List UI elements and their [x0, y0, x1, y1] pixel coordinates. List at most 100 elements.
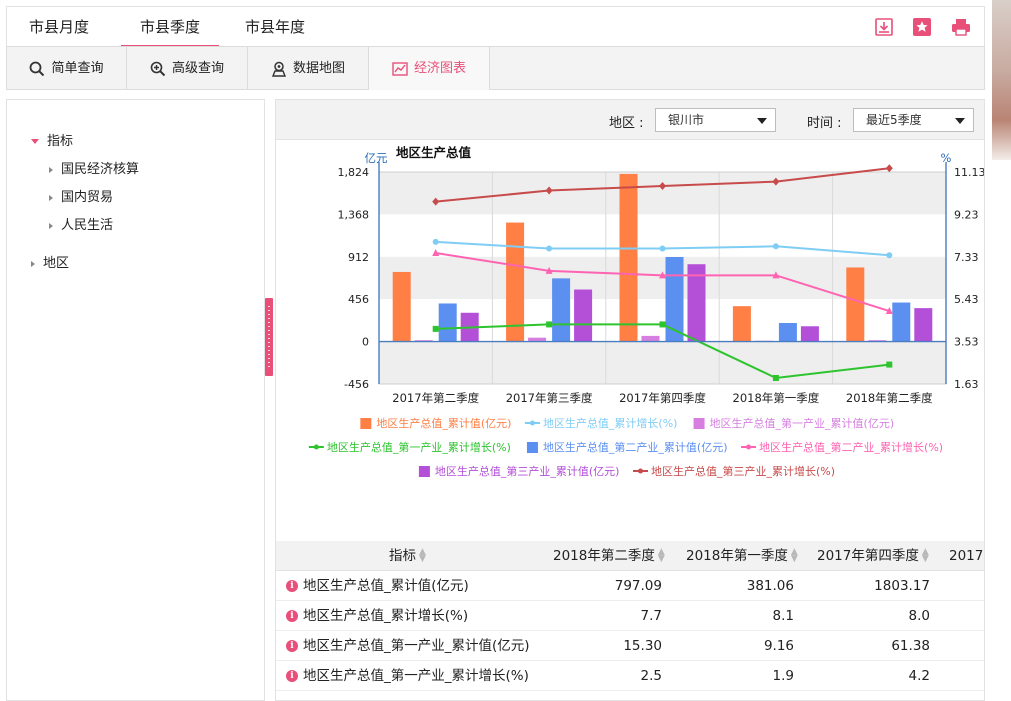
plot-band — [379, 172, 946, 215]
column-header-2017q4[interactable]: 2017年第四季度 ▲ ▼ — [817, 547, 929, 565]
bar-3-5 — [892, 302, 911, 342]
row-label[interactable]: i 地区生产总值_累计增长(%) — [286, 601, 468, 631]
legend-item-7: 地区生产总值_第三产业_累计值(亿元) — [418, 464, 620, 478]
region-filter-label: 地区 : — [609, 116, 644, 131]
tree-node-domestic-trade[interactable]: 国内贸易 — [49, 186, 113, 205]
legend-item-5: 地区生产总值_第二产业_累计值(亿元) — [526, 440, 728, 454]
region-select-value: 银川市 — [668, 113, 705, 127]
bar-1-2 — [506, 222, 525, 342]
legend-item-6: 地区生产总值_第二产业_累计增长(%) — [741, 440, 943, 454]
sort-icon: ▲ ▼ — [657, 547, 665, 564]
time-select[interactable]: 最近5季度 — [853, 108, 974, 132]
table-cell: 1803.17 — [874, 578, 930, 594]
bar-4-2 — [574, 289, 593, 342]
right-tick-label: 9.23 — [954, 208, 979, 221]
bar-3-3 — [665, 256, 684, 342]
bar-4-5 — [914, 308, 933, 342]
region-select[interactable]: 银川市 — [655, 108, 776, 132]
point-1-5 — [886, 252, 893, 259]
point-3-2 — [545, 266, 553, 274]
tree-node-label: 国内贸易 — [61, 190, 114, 205]
tab-city-yearly[interactable]: 市县年度 — [244, 18, 305, 36]
bar-3-2 — [552, 278, 571, 342]
favorite-star-icon[interactable] — [913, 18, 931, 36]
print-icon[interactable] — [951, 18, 971, 36]
tree-node-people-life[interactable]: 人民生活 — [49, 214, 113, 233]
panel-splitter-handle[interactable] — [265, 298, 273, 376]
collapse-arrow-icon — [31, 139, 39, 144]
left-tick-label: 912 — [348, 251, 369, 264]
legend-item-1: 地区生产总值_累计值(亿元) — [360, 416, 511, 430]
simple-query-label: 简单查询 — [51, 61, 104, 76]
table-header-row: 指标 ▲ ▼ 2018年第二季度 ▲ ▼ 2018年第一季度 ▲ ▼ 2017年第四季度 ▲ ▼… — [276, 541, 984, 571]
row-label[interactable]: i 地区生产总值_第一产业_累计增长(%) — [286, 661, 529, 691]
point-1-3 — [659, 245, 666, 252]
right-tick-label: 7.33 — [954, 251, 979, 264]
top-tab-bar: 市县月度 市县季度 市县年度 — [6, 6, 985, 47]
point-4-5 — [885, 164, 893, 173]
legend-label: 地区生产总值_第二产业_累计值(亿元) — [543, 440, 728, 454]
table-cell: 9.16 — [763, 638, 794, 654]
expand-arrow-icon — [49, 194, 53, 201]
table-cell: 381.06 — [746, 578, 794, 594]
tree-node-region[interactable]: 地区 — [31, 252, 69, 271]
expand-arrow-icon — [49, 166, 53, 173]
filter-bar: 地区 : 银川市 时间 : 最近5季度 — [276, 100, 984, 140]
right-tick-label: 1.63 — [954, 378, 979, 391]
column-header-indicator[interactable]: 指标 ▲ ▼ — [389, 547, 426, 565]
legend-item-3: 地区生产总值_第一产业_累计值(亿元) — [693, 416, 894, 430]
tab-city-monthly[interactable]: 市县月度 — [28, 18, 89, 36]
tree-node-national-accounts[interactable]: 国民经济核算 — [49, 158, 139, 177]
point-4-4 — [772, 177, 780, 186]
legend-swatch — [418, 466, 430, 477]
bar-2-5 — [868, 340, 887, 342]
bar-1-3 — [619, 173, 638, 342]
query-toolbar: 简单查询 高级查询 数据地图 经济图表 — [6, 46, 985, 90]
info-icon[interactable]: i — [286, 610, 298, 622]
info-icon[interactable]: i — [286, 670, 298, 682]
chart-title: 地区生产总值 — [396, 145, 472, 160]
info-icon[interactable]: i — [286, 640, 298, 652]
economic-chart-label: 经济图表 — [413, 61, 466, 76]
bar-1-4 — [732, 306, 751, 342]
tab-city-quarterly[interactable]: 市县季度 — [121, 7, 219, 47]
legend-item-2: 地区生产总值_累计增长(%) — [524, 416, 678, 430]
simple-query-button[interactable]: 简单查询 — [7, 47, 127, 90]
download-icon[interactable] — [875, 18, 893, 36]
legend-label: 地区生产总值_累计值(亿元) — [376, 416, 511, 430]
legend-label: 地区生产总值_第三产业_累计值(亿元) — [435, 464, 620, 478]
legend-label: 地区生产总值_第二产业_累计增长(%) — [759, 440, 943, 454]
tree-node-label: 地区 — [43, 256, 70, 271]
row-label[interactable]: i 地区生产总值_累计值(亿元) — [286, 571, 469, 601]
column-header-2018q2[interactable]: 2018年第二季度 ▲ ▼ — [553, 547, 665, 565]
table-row: i 地区生产总值_第一产业_累计增长(%) 2.5 1.9 4.2 — [276, 661, 984, 691]
legend-label: 地区生产总值_累计增长(%) — [543, 416, 678, 430]
category-label: 2017年第三季度 — [506, 391, 593, 405]
point-4-1 — [432, 197, 440, 206]
tree-node-indicators[interactable]: 指标 — [31, 130, 73, 149]
column-header-2017q3[interactable]: 2017年 — [949, 548, 984, 564]
left-tick-label: 1,368 — [338, 208, 370, 221]
search-icon — [30, 61, 45, 76]
point-3-1 — [432, 249, 440, 257]
left-tick-label: -456 — [344, 378, 369, 391]
zoom-in-icon — [150, 61, 166, 76]
table-cell: 7.7 — [640, 608, 662, 624]
tree-node-label: 人民生活 — [61, 218, 114, 233]
economic-chart-button[interactable]: 经济图表 — [369, 47, 490, 90]
point-4-2 — [545, 186, 553, 195]
plot-band — [379, 341, 946, 384]
legend-swatch — [360, 418, 372, 429]
row-label[interactable]: i 地区生产总值_第一产业_累计值(亿元) — [286, 631, 530, 661]
time-filter-label: 时间 : — [807, 116, 842, 131]
chart-panel: 地区 : 银川市 时间 : 最近5季度 1,824 1,368 912 456 0 -45… — [275, 99, 985, 701]
legend-marker — [313, 444, 319, 450]
data-map-button[interactable]: 数据地图 — [248, 47, 369, 90]
info-icon[interactable]: i — [286, 580, 298, 592]
table-cell: 61.38 — [891, 638, 930, 654]
bar-2-2 — [528, 337, 547, 342]
point-3-3 — [659, 271, 666, 279]
advanced-query-button[interactable]: 高级查询 — [127, 47, 248, 90]
column-header-2018q1[interactable]: 2018年第一季度 ▲ ▼ — [686, 547, 798, 565]
right-tick-label: 3.53 — [954, 336, 979, 349]
